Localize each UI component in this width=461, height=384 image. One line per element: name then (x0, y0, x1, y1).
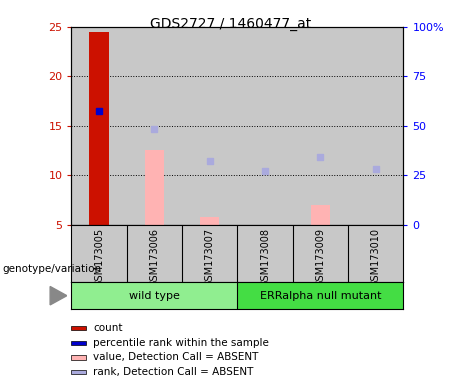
Bar (293, 27, 348, 225)
Text: ERRalpha null mutant: ERRalpha null mutant (260, 291, 381, 301)
Text: GSM173010: GSM173010 (371, 227, 381, 286)
Bar (366, 225, 385, 227)
Bar (237, 282, 403, 309)
Bar (71, 370, 86, 374)
Text: GSM173006: GSM173006 (149, 227, 160, 286)
Text: rank, Detection Call = ABSENT: rank, Detection Call = ABSENT (93, 367, 254, 377)
Bar (311, 205, 330, 225)
Bar (237, 27, 293, 225)
Bar (71, 326, 86, 330)
Bar (71, 355, 86, 359)
Text: wild type: wild type (129, 291, 180, 301)
Bar (348, 27, 403, 225)
Bar (127, 27, 182, 225)
Polygon shape (50, 286, 67, 305)
Bar (89, 32, 109, 225)
Text: GDS2727 / 1460477_at: GDS2727 / 1460477_at (150, 17, 311, 31)
Text: genotype/variation: genotype/variation (2, 264, 101, 274)
Bar (182, 27, 237, 225)
Text: GSM173005: GSM173005 (94, 227, 104, 286)
Text: GSM173008: GSM173008 (260, 227, 270, 286)
Bar (255, 225, 275, 227)
Text: GSM173009: GSM173009 (315, 227, 325, 286)
Bar (71, 27, 127, 225)
Text: GSM173007: GSM173007 (205, 227, 215, 286)
Bar (200, 217, 219, 225)
Bar (71, 341, 86, 345)
Text: count: count (93, 323, 123, 333)
Text: value, Detection Call = ABSENT: value, Detection Call = ABSENT (93, 353, 259, 362)
Text: percentile rank within the sample: percentile rank within the sample (93, 338, 269, 348)
Bar (145, 151, 164, 225)
